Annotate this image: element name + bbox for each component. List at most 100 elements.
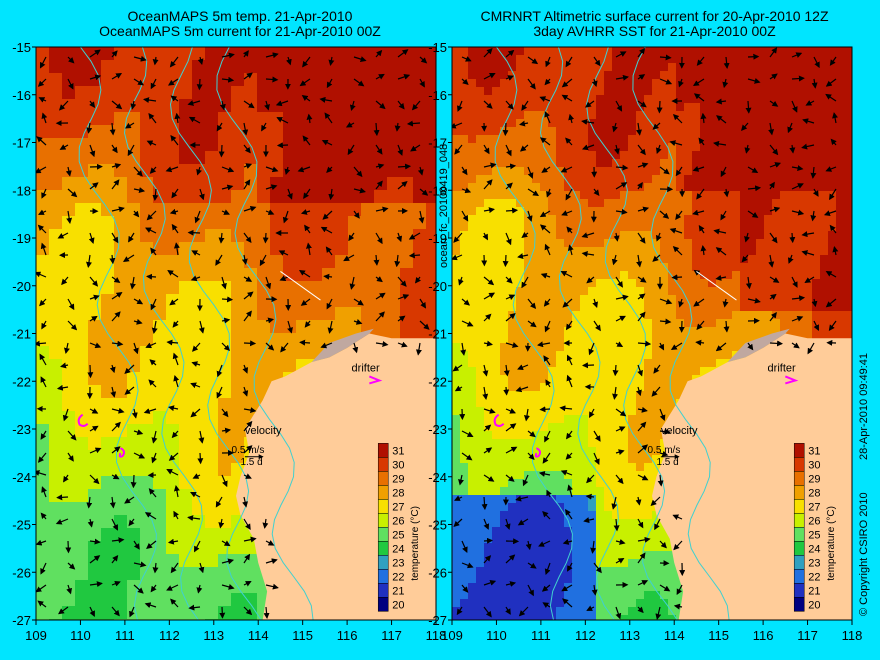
- current-vector: [165, 166, 179, 173]
- current-vector: [302, 56, 311, 68]
- current-vector: [526, 210, 533, 222]
- current-vector: [769, 100, 779, 107]
- section-line: [696, 271, 737, 301]
- current-vector: [130, 100, 137, 110]
- current-vector: [419, 56, 428, 64]
- current-vector: [615, 449, 625, 456]
- current-vector: [541, 166, 551, 173]
- y-tick-label: -18: [428, 183, 447, 198]
- current-vector: [326, 78, 333, 89]
- current-vector: [560, 271, 573, 278]
- current-vector: [505, 554, 516, 564]
- current-vector: [111, 232, 119, 244]
- current-vector: [615, 426, 626, 432]
- current-vector: [167, 269, 179, 278]
- current-vector: [787, 122, 793, 134]
- current-vector: [300, 298, 311, 306]
- current-vector: [483, 100, 493, 109]
- current-vector: [769, 47, 778, 58]
- current-vector: [722, 78, 729, 89]
- current-vector: [525, 540, 532, 551]
- current-vector: [41, 320, 47, 330]
- current-vector: [544, 320, 551, 333]
- current-vector: [66, 210, 73, 224]
- current-vector: [830, 138, 837, 146]
- y-tick-label: -18: [12, 183, 31, 198]
- current-vector: [612, 364, 619, 377]
- current-vector: [221, 558, 235, 565]
- current-vector: [89, 49, 101, 58]
- current-vector: [111, 144, 118, 154]
- current-vector: [265, 52, 279, 59]
- current-vector: [345, 121, 355, 128]
- legend-swatch: [793, 583, 805, 598]
- current-vector: [613, 144, 620, 155]
- current-vector: [133, 55, 147, 62]
- current-vector: [111, 407, 125, 414]
- current-vector: [527, 56, 539, 65]
- current-vector: [615, 164, 629, 171]
- current-vector: [40, 512, 47, 520]
- current-vector: [218, 144, 225, 158]
- legend-label: 29: [808, 473, 820, 485]
- current-vector: [111, 100, 123, 110]
- current-vector: [56, 384, 69, 391]
- legend-label: 24: [392, 543, 404, 555]
- current-vector: [173, 485, 180, 498]
- current-vector: [615, 408, 627, 417]
- current-vector: [747, 185, 762, 192]
- legend-label: 31: [808, 445, 820, 457]
- current-vector: [38, 209, 47, 215]
- current-vector: [637, 364, 643, 377]
- legend-swatch: [793, 597, 805, 612]
- current-vector: [636, 254, 643, 268]
- current-vector: [456, 606, 463, 616]
- y-tick-label: -27: [428, 613, 447, 628]
- current-vector: [221, 427, 232, 434]
- current-vector: [353, 166, 363, 178]
- current-vector: [279, 275, 289, 281]
- current-vector: [397, 163, 412, 170]
- legend-label: 27: [392, 501, 404, 513]
- depth-contour: [585, 47, 678, 620]
- current-vector: [145, 227, 157, 234]
- current-vector: [637, 444, 649, 454]
- legend-swatch: [377, 569, 389, 584]
- current-vector: [593, 188, 600, 196]
- x-tick-label: 109: [25, 628, 47, 643]
- current-vector: [198, 188, 205, 201]
- x-tick-label: 111: [115, 628, 135, 643]
- current-vector: [505, 581, 517, 587]
- current-vector: [541, 584, 551, 592]
- current-vector: [89, 74, 102, 81]
- legend-swatch: [377, 541, 389, 556]
- current-vector: [242, 496, 248, 508]
- current-vector: [700, 245, 707, 256]
- current-vector: [63, 474, 69, 483]
- velocity-label: velocity: [661, 425, 698, 437]
- legend-swatch: [377, 527, 389, 542]
- current-vector: [505, 207, 519, 214]
- current-vector: [62, 408, 69, 422]
- current-vector: [353, 210, 360, 219]
- current-vector: [527, 298, 537, 310]
- drifter-track: [77, 413, 89, 427]
- current-vector: [544, 78, 551, 86]
- current-vector: [219, 100, 226, 111]
- depth-contour: [169, 47, 262, 620]
- current-vector: [263, 606, 270, 619]
- current-vector: [197, 56, 204, 65]
- current-vector: [659, 54, 672, 61]
- current-vector: [304, 224, 311, 234]
- current-vector: [243, 340, 257, 347]
- current-vector: [408, 232, 421, 240]
- legend-label: 25: [392, 529, 404, 541]
- current-vector: [517, 253, 529, 259]
- current-vector: [545, 56, 551, 68]
- current-vector: [373, 122, 380, 137]
- current-vector: [810, 210, 817, 222]
- current-vector: [197, 452, 204, 465]
- current-vector: [505, 474, 515, 482]
- current-vector: [301, 94, 311, 102]
- legend-label: 22: [392, 571, 404, 583]
